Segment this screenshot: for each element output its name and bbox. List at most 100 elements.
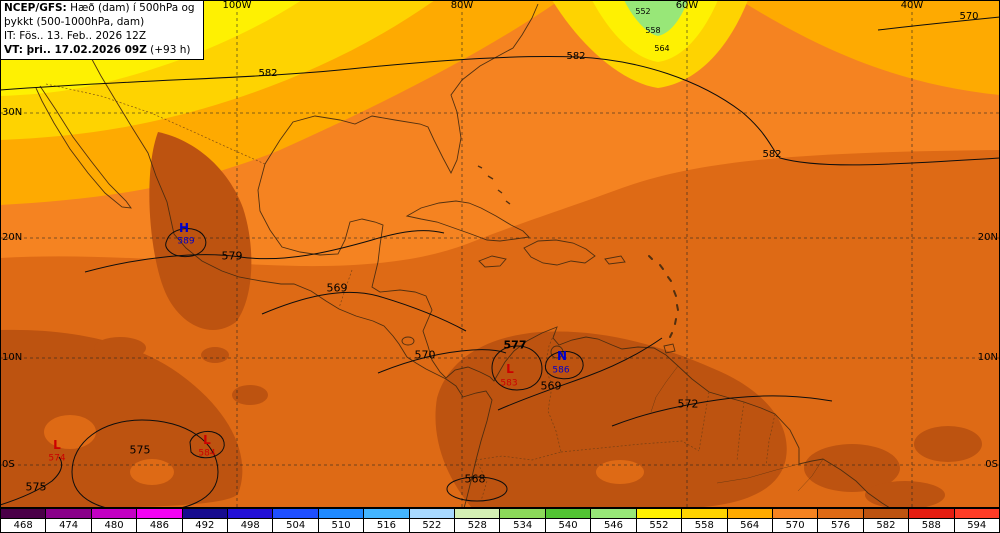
fill-region-582 [94, 337, 146, 359]
colorbar-value: 528 [455, 519, 500, 533]
valid-time-bold: VT: þri.. 17.02.2026 09Z [4, 43, 147, 56]
contour-572 [611, 395, 833, 427]
fill-region-582 [865, 481, 945, 508]
colorbar-value: 486 [137, 519, 182, 533]
colorbar-cell: 480 [91, 509, 138, 533]
fill-region-582 [201, 347, 229, 363]
coastline-gulf-caribbean [257, 163, 891, 508]
colorbar-value: 564 [727, 519, 772, 533]
colorbar-cell: 516 [364, 509, 410, 533]
colorbar: 468 474 480 486 492 498 504 510 516 522 528 534 540 5… [0, 508, 1000, 533]
colorbar-swatch [500, 509, 545, 519]
rivers [650, 365, 824, 492]
contour-570 [377, 349, 507, 374]
colorbar-cell: 522 [409, 509, 456, 533]
valid-time: VT: þri.. 17.02.2026 09Z (+93 h) [4, 44, 200, 58]
lake-maracaibo [550, 345, 564, 359]
colorbar-cell: 582 [863, 509, 910, 533]
colorbar-value: 516 [364, 519, 409, 533]
contour-high-loop [165, 228, 207, 258]
colorbar-value: 492 [182, 519, 228, 533]
colorbar-swatch [455, 509, 500, 519]
colorbar-swatch [1, 509, 46, 519]
colorbar-value: 576 [818, 519, 863, 533]
colorbar-value: 552 [636, 519, 682, 533]
colorbar-swatch [818, 509, 863, 519]
colorbar-cell: 552 [636, 509, 683, 533]
colorbar-cell: 498 [228, 509, 274, 533]
coastline-lesser-antilles [648, 255, 679, 338]
coastline-hispaniola [523, 239, 596, 266]
fill-region-576 [44, 415, 96, 449]
coastline-puerto-rico [604, 255, 626, 265]
colorbar-value: 480 [91, 519, 137, 533]
colorbar-value: 510 [318, 519, 364, 533]
init-time: IT: Fös.. 13. Feb.. 2026 12Z [4, 29, 147, 42]
height-contours [0, 16, 1000, 508]
colorbar-swatch [863, 509, 909, 519]
colorbar-swatch [954, 509, 999, 519]
colorbar-swatch [591, 509, 636, 519]
colorbar-value: 534 [500, 519, 545, 533]
coastline-cuba [405, 200, 530, 242]
colorbar-swatch [364, 509, 409, 519]
fill-region-582 [435, 331, 787, 508]
graticule [0, 0, 1000, 508]
contour-568-loop [446, 476, 508, 502]
colorbar-value: 504 [273, 519, 318, 533]
fill-region-582 [149, 132, 252, 330]
colorbar-cell: 540 [545, 509, 592, 533]
colorbar-cell: 546 [591, 509, 637, 533]
colorbar-cell: 486 [137, 509, 183, 533]
colorbar-swatch [409, 509, 455, 519]
colorbar-cell: 474 [46, 509, 92, 533]
colorbar-value: 546 [591, 519, 636, 533]
colorbar-cell: 570 [772, 509, 819, 533]
colorbar-value: 570 [772, 519, 818, 533]
colorbar-value: 474 [46, 519, 91, 533]
colorbar-cell: 558 [682, 509, 728, 533]
colorbar-cell: 534 [500, 509, 546, 533]
colorbar-swatch [137, 509, 182, 519]
colorbar-swatch [228, 509, 273, 519]
contour-569-b [497, 337, 663, 411]
fill-region-582 [0, 329, 243, 508]
title-text: Hæð (dam) í 500hPa og [66, 2, 195, 14]
colorbar-swatch [91, 509, 137, 519]
fill-region-576 [130, 459, 174, 485]
valid-time-offset: (+93 h) [146, 43, 191, 56]
colorbar-cell: 468 [1, 509, 47, 533]
colorbar-value: 582 [863, 519, 909, 533]
colorbar-cell: 576 [818, 509, 864, 533]
coastline-pacific [87, 51, 493, 508]
contour-586-loop [544, 350, 584, 380]
contour-577-loop [491, 345, 543, 391]
colorbar-value: 498 [228, 519, 273, 533]
colorbar-cell: 594 [954, 509, 1000, 533]
coastline-jamaica [478, 255, 507, 268]
colorbar-cell: 492 [182, 509, 229, 533]
coastline-us [264, 3, 539, 175]
fill-region-582 [804, 444, 900, 492]
colorbar-value: 558 [682, 519, 727, 533]
contour-570-top-right [877, 16, 1000, 31]
colorbar-cell: 528 [455, 509, 501, 533]
contour-582-ridge [0, 56, 1000, 166]
lake-nicaragua [401, 336, 415, 346]
coastlines [35, 3, 891, 508]
contour-584-loop [189, 430, 225, 459]
colorbar-swatch [772, 509, 818, 519]
contour-575-loop [71, 419, 219, 508]
country-borders [45, 83, 776, 502]
colorbar-value: 522 [409, 519, 455, 533]
colorbar-value: 594 [954, 519, 999, 533]
fill-region-576 [596, 460, 644, 484]
fill-region-546 [624, 0, 688, 36]
coastline-trinidad [663, 343, 676, 354]
weather-map [0, 0, 1000, 508]
colorbar-value: 540 [545, 519, 591, 533]
colorbar-swatch [273, 509, 318, 519]
title-box: NCEP/GFS: Hæð (dam) í 500hPa og þykkt (5… [0, 0, 204, 61]
colorbar-swatch [182, 509, 228, 519]
